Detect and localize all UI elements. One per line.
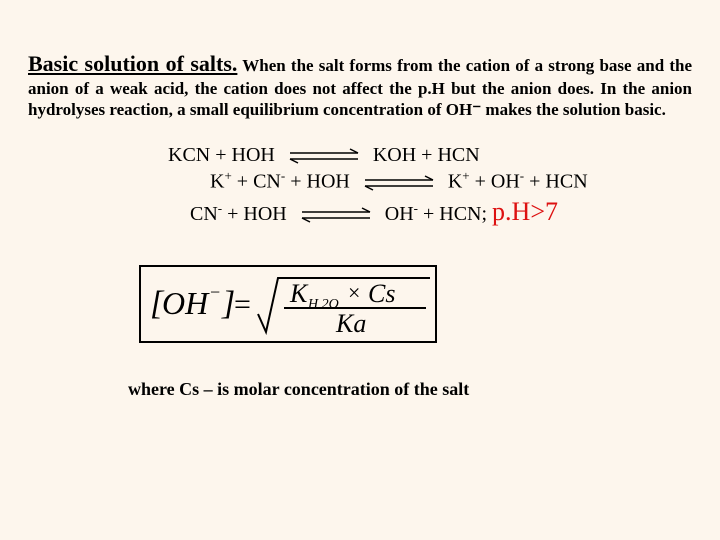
svg-text:=: = xyxy=(234,288,251,321)
formula-caption: where Cs – is molar concentration of the… xyxy=(128,379,692,400)
eq3-l2: + HOH xyxy=(227,203,287,225)
equations-block: KCN + HOH KOH + HCN K+ + CN- + HOH K+ + … xyxy=(168,142,692,228)
plus-sup: + xyxy=(462,168,469,183)
equation-line-3: CN- + HOH OH- + HCN; p.H>7 xyxy=(190,195,692,229)
eq2-k2: K xyxy=(448,171,462,193)
minus-sup: - xyxy=(520,168,524,183)
oh-concentration-formula: [ OH − ] = K H 2O × Cs Ka xyxy=(138,264,438,344)
equilibrium-arrow-icon xyxy=(298,206,374,224)
minus-sup: - xyxy=(218,200,222,215)
ph-result: p.H>7 xyxy=(492,197,558,226)
plus-sup: + xyxy=(224,168,231,183)
eq2-l: + HOH xyxy=(290,171,350,193)
minus-sup: - xyxy=(281,168,285,183)
equilibrium-arrow-icon xyxy=(286,147,362,165)
eq2-cn: CN xyxy=(253,171,281,193)
title: Basic solution of salts. xyxy=(28,51,237,76)
minus-sup: - xyxy=(414,200,418,215)
eq3-l1: CN xyxy=(190,203,218,225)
eq2-oh: + OH xyxy=(475,171,520,193)
formula-block: [ OH − ] = K H 2O × Cs Ka xyxy=(138,264,692,349)
equation-line-2: K+ + CN- + HOH K+ + OH- + HCN xyxy=(210,168,692,195)
eq2-r: + HCN xyxy=(529,171,588,193)
svg-text:−: − xyxy=(210,282,220,302)
equation-line-1: KCN + HOH KOH + HCN xyxy=(168,142,692,168)
svg-text:H 2O: H 2O xyxy=(307,297,339,312)
eq1-right: KOH + HCN xyxy=(373,144,480,166)
svg-text:Cs: Cs xyxy=(368,279,395,308)
intro-paragraph: Basic solution of salts. When the salt f… xyxy=(28,50,692,120)
svg-text:K: K xyxy=(289,279,309,308)
eq2-k1: K xyxy=(210,171,224,193)
eq1-left: KCN + HOH xyxy=(168,144,275,166)
eq3-r1: OH xyxy=(385,203,414,225)
formula-lhs: OH xyxy=(162,285,210,321)
eq3-r2: + HCN; xyxy=(423,203,492,225)
svg-text:Ka: Ka xyxy=(335,309,366,338)
equilibrium-arrow-icon xyxy=(361,174,437,192)
plus-text: + xyxy=(237,171,253,193)
svg-text:×: × xyxy=(348,280,360,305)
